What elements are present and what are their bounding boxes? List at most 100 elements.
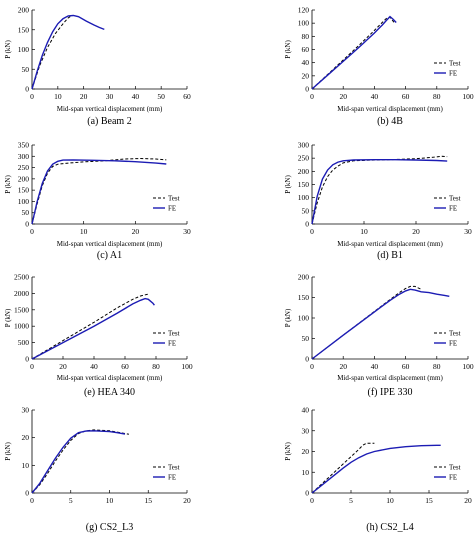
y-tick-label: 500 [18,338,30,347]
chart-panel-3: 0 50 100 150 200 250 300 350 0 10 20 30 P (kN) Mid-sp… [4,141,191,262]
y-tick-label: 0 [305,355,309,364]
panel-caption: (b) 4B [377,116,403,127]
legend: Test FE [434,60,461,78]
y-tick-label: 200 [298,273,310,282]
legend-label-fe: FE [168,340,176,348]
series-test-line [31,157,167,225]
y-tick-label: 0 [305,220,309,229]
y-tick-label: 30 [22,406,30,415]
x-axis-label: Mid-span vertical displacement (mm) [57,374,163,382]
x-tick-label: 20 [412,227,420,236]
panel-caption: (a) Beam 2 [87,116,131,127]
y-tick-label: 200 [18,6,30,15]
y-axis-label: P (kN) [284,40,292,59]
x-tick-label: 20 [80,92,88,101]
x-axis-label: Mid-span vertical displacement (mm) [337,240,443,248]
x-tick-label: 0 [30,92,34,101]
y-tick-label: 100 [298,314,310,323]
legend: Test FE [153,464,180,482]
y-tick-label: 2500 [14,273,29,282]
x-tick-label: 80 [433,362,441,371]
x-tick-label: 10 [386,496,394,505]
legend-label-fe: FE [168,474,176,482]
y-tick-label: 0 [25,85,29,94]
panel-caption: (e) HEA 340 [84,387,135,398]
series-fe-line [311,444,441,494]
legend: Test FE [153,330,180,348]
chart-panel-6: 0 50 100 150 200 0 20 40 60 80 100 P (kN) Mid-span v… [284,273,474,399]
x-tick-label: 40 [371,92,379,101]
series-fe-line [311,15,397,90]
x-tick-label: 30 [106,92,114,101]
y-tick-label: 100 [298,193,310,202]
x-tick-label: 0 [30,362,34,371]
legend-label-test: Test [168,464,180,472]
y-axis-label: P (kN) [284,308,292,327]
x-axis-label: Mid-span vertical displacement (mm) [337,105,443,113]
legend-label-test: Test [449,60,461,68]
x-tick-label: 80 [433,92,441,101]
x-tick-label: 60 [121,362,129,371]
series-fe-line [31,159,167,225]
y-tick-label: 250 [18,163,30,172]
legend-label-test: Test [168,330,180,338]
chart-panel-5: 0 500 1000 1500 2000 2500 0 20 40 60 80 100 P (kN) Mi… [4,273,193,399]
x-axis-label: Mid-span vertical displacement (mm) [57,105,163,113]
y-tick-label: 0 [305,85,309,94]
x-tick-label: 20 [183,496,191,505]
y-tick-label: 1500 [14,305,29,314]
x-tick-label: 20 [339,362,347,371]
series-fe-line [311,288,450,360]
x-tick-label: 0 [310,362,314,371]
y-tick-label: 120 [298,6,310,15]
legend-label-test: Test [168,195,180,203]
y-tick-label: 150 [298,180,310,189]
x-tick-label: 100 [462,92,474,101]
x-tick-label: 30 [183,227,191,236]
y-tick-label: 100 [18,45,30,54]
x-tick-label: 0 [310,496,314,505]
series-fe-line [311,159,448,225]
y-tick-label: 2000 [14,289,29,298]
y-axis-label: P (kN) [4,308,12,327]
series-test-line [311,442,375,494]
chart-panel-8: 0 10 20 30 40 0 5 10 15 20 P (kN) (h) CS2_L4 Test FE [284,406,472,534]
legend-label-fe: FE [449,70,457,78]
x-tick-label: 20 [132,227,140,236]
x-tick-label: 10 [360,227,368,236]
y-tick-label: 10 [302,468,310,477]
y-tick-label: 200 [298,167,310,176]
legend: Test FE [434,195,461,213]
y-tick-label: 20 [302,71,310,80]
legend: Test FE [434,464,461,482]
y-tick-label: 20 [22,433,30,442]
legend: Test FE [153,195,180,213]
panel-caption: (d) B1 [377,250,403,261]
series-fe-line [31,430,126,494]
y-tick-label: 250 [298,154,310,163]
y-tick-label: 30 [302,426,310,435]
x-tick-label: 100 [462,362,474,371]
x-tick-label: 40 [90,362,98,371]
y-tick-label: 80 [302,32,310,41]
y-tick-label: 40 [302,406,310,415]
legend-label-test: Test [449,464,461,472]
series-test-line [311,285,422,360]
series-test-line [31,429,130,494]
y-tick-label: 300 [18,152,30,161]
chart-panel-2: 0 20 40 60 80 100 120 0 20 40 60 80 100 P (kN) Mid-spa… [284,6,474,128]
y-tick-label: 100 [18,197,30,206]
x-tick-label: 5 [349,496,353,505]
y-tick-label: 20 [302,447,310,456]
panel-caption: (h) CS2_L4 [366,522,414,533]
x-tick-label: 50 [157,92,165,101]
x-tick-label: 40 [132,92,140,101]
x-axis-label: Mid-span vertical displacement (mm) [337,374,443,382]
x-tick-label: 5 [69,496,73,505]
y-tick-label: 0 [25,355,29,364]
chart-panel-4: 0 50 100 150 200 250 300 0 10 20 30 P (kN) Mid-span … [284,141,472,262]
y-tick-label: 50 [22,208,30,217]
chart-panel-7: 0 10 20 30 0 5 10 15 20 P (kN) (g) CS2_L3 Test FE [4,406,191,534]
x-tick-label: 30 [464,227,472,236]
